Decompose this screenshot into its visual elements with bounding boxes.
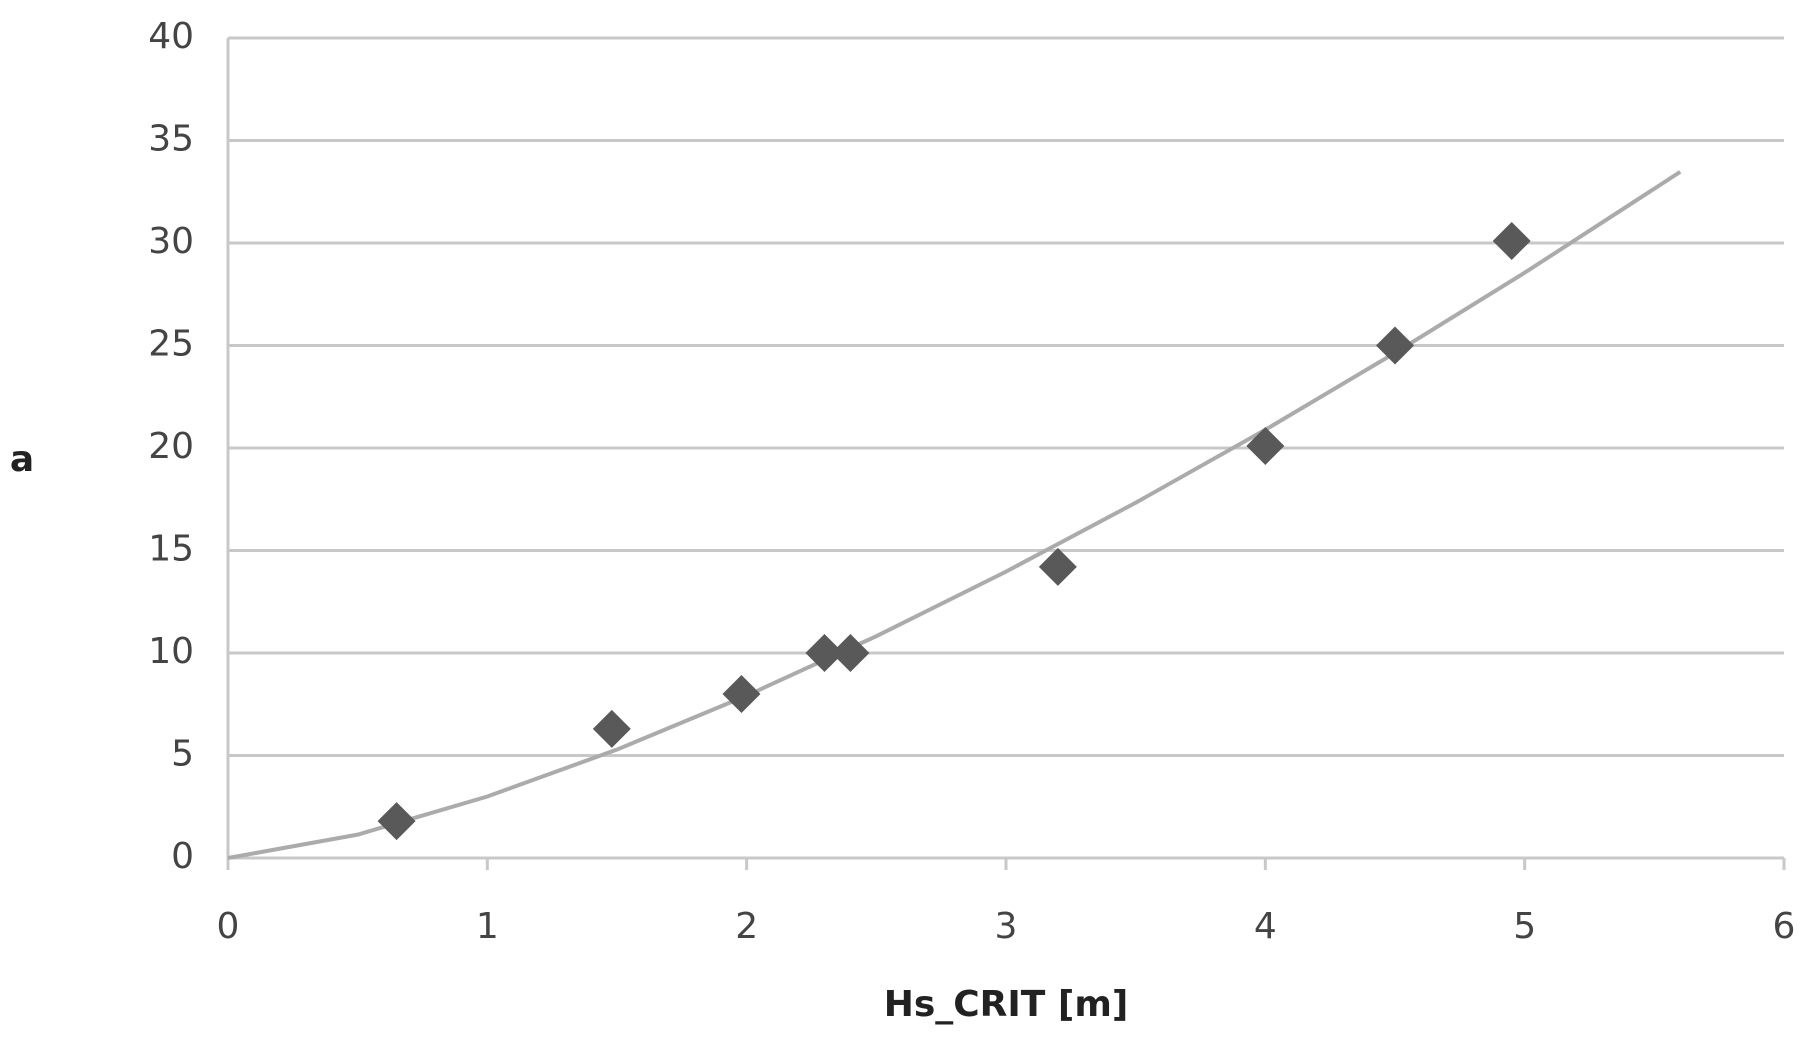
- y-tick-label: 10: [148, 631, 194, 672]
- x-axis-title: Hs_CRIT [m]: [884, 984, 1129, 1025]
- x-tick-label: 2: [735, 906, 758, 947]
- y-tick-label: 20: [148, 426, 194, 467]
- x-tick-label: 1: [476, 906, 499, 947]
- y-axis-title: a: [10, 439, 34, 480]
- data-point: [1376, 326, 1414, 365]
- x-tick-label: 3: [995, 906, 1018, 947]
- y-tick-label: 40: [148, 16, 194, 57]
- y-tick-label: 35: [148, 119, 194, 160]
- data-point: [592, 709, 631, 748]
- y-tick-label: 0: [171, 836, 194, 877]
- data-point: [377, 802, 416, 841]
- x-tick-label: 6: [1773, 906, 1796, 947]
- x-tick-label: 5: [1513, 906, 1536, 947]
- data-point: [1246, 426, 1285, 465]
- y-tick-label: 15: [148, 529, 194, 570]
- data-point: [1492, 221, 1531, 260]
- x-tick-label: 4: [1254, 906, 1277, 947]
- x-tick-label: 0: [217, 906, 240, 947]
- data-point: [722, 675, 761, 713]
- data-point: [831, 634, 870, 672]
- y-tick-label: 25: [148, 324, 194, 365]
- data-point: [805, 634, 844, 672]
- data-point: [1038, 547, 1077, 586]
- y-tick-label: 30: [148, 221, 194, 262]
- trend-line: [227, 170, 1682, 860]
- y-tick-label: 5: [171, 734, 194, 775]
